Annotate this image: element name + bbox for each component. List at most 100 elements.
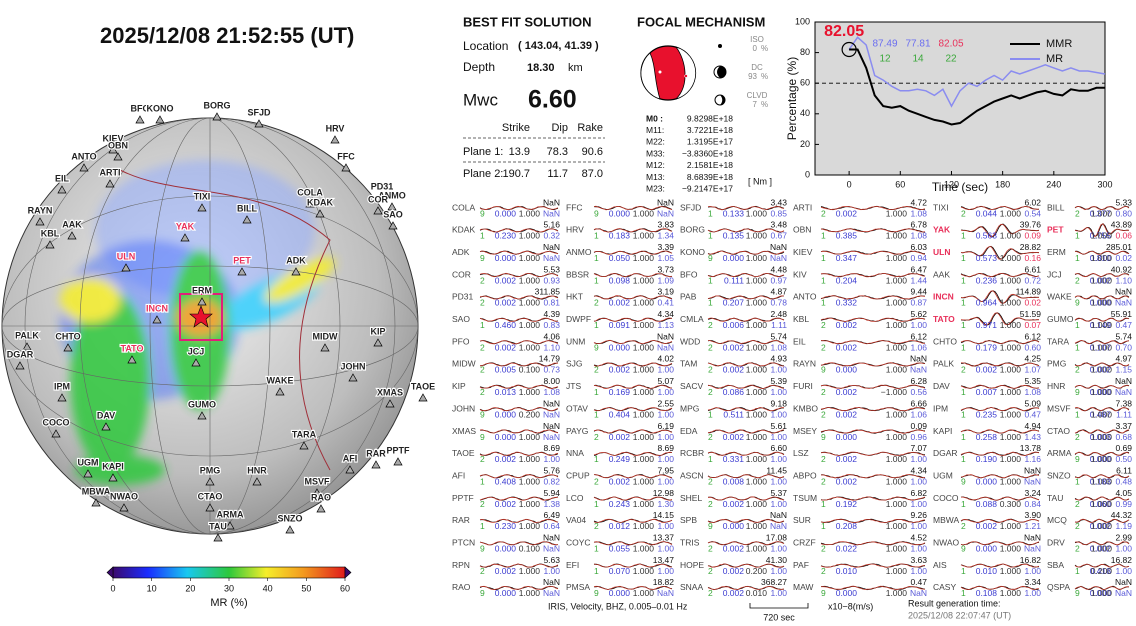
station-flag: 1	[961, 566, 966, 576]
station-marker	[330, 135, 340, 144]
station-vr: 0.000	[1090, 588, 1112, 598]
waveform	[820, 474, 926, 479]
station-name: DAV	[933, 381, 950, 391]
station-ratio: 0.60	[1024, 342, 1041, 352]
colorbar-ends	[106, 566, 352, 579]
station-amplitude: 9.44	[910, 287, 927, 297]
station-vr: 0.000	[1090, 454, 1112, 464]
event-time: 2025/12/08 21:52:55 (UT)	[100, 23, 354, 48]
station-label: TARA	[292, 429, 317, 439]
station-amplitude: 5.09	[1024, 398, 1041, 408]
waveform	[707, 518, 785, 523]
station-weight: 1.000	[633, 253, 655, 263]
waveform	[479, 451, 559, 457]
station-ratio: 1.44	[910, 275, 927, 285]
station-vr: 0.332	[836, 298, 858, 308]
waveform	[820, 563, 926, 568]
station-name: MSEY	[793, 426, 817, 436]
waveform	[820, 451, 926, 456]
station-name: SAO	[452, 314, 470, 324]
station-flag: 2	[1075, 432, 1080, 442]
station-weight: 1.000	[1000, 454, 1022, 464]
station-weight: 1.000	[886, 544, 908, 554]
station-vr: 0.249	[609, 454, 631, 464]
waveform	[960, 205, 1040, 211]
station-weight: 1.000	[746, 544, 768, 554]
station-label: ARTI	[100, 167, 121, 177]
station-vr: 0.002	[609, 365, 631, 375]
waveform	[593, 362, 673, 367]
station-weight: 1.000	[1000, 521, 1022, 531]
station-weight: 1.000	[519, 208, 541, 218]
station-label: TATO	[121, 343, 144, 353]
waveform	[593, 563, 672, 568]
station-label: MIDW	[313, 331, 338, 341]
waveform	[960, 541, 1040, 546]
station-vr: 0.006	[723, 320, 745, 330]
station-weight: 0.010	[746, 588, 768, 598]
station-weight: 1.000	[1000, 588, 1022, 598]
station-label: JCJ	[188, 346, 205, 356]
waveform	[707, 228, 785, 233]
station-ratio: 1.00	[657, 476, 674, 486]
plane-value: 13.9	[509, 146, 530, 158]
waveform	[593, 339, 673, 345]
station-weight: 1.000	[1000, 298, 1022, 308]
waveform	[707, 451, 785, 456]
station-flag: 9	[961, 544, 966, 554]
waveform	[479, 295, 559, 300]
waveform	[479, 541, 559, 546]
station-label: WAKE	[267, 375, 294, 385]
station-weight: 1.000	[1091, 253, 1113, 263]
moment-value: 9.8298E+18	[687, 113, 733, 123]
station-weight: 0.200	[746, 566, 768, 576]
station-name: SJG	[566, 359, 583, 369]
station-label: FFC	[337, 151, 355, 161]
station-flag: 9	[480, 432, 485, 442]
station-ratio: NaN	[543, 208, 560, 218]
station-label: KONO	[147, 103, 174, 113]
y-tick-label: 60	[800, 78, 810, 88]
station-vr: 0.377	[1090, 208, 1112, 218]
station-ratio: 0.87	[910, 298, 927, 308]
station-name: SNAA	[680, 582, 703, 592]
station-label: ULN	[117, 251, 136, 261]
station-ratio: 1.11	[771, 320, 787, 330]
station-flag: 1	[480, 231, 485, 241]
station-label: KIP	[370, 326, 385, 336]
station-marker	[371, 460, 381, 469]
station-name: INCN	[933, 292, 954, 302]
station-vr: 0.000	[609, 208, 631, 218]
station-ratio: 1.00	[1024, 566, 1041, 576]
station-weight: 1.000	[886, 432, 908, 442]
station-weight: 1.000	[519, 320, 541, 330]
station-amplitude: 2.55	[657, 398, 674, 408]
station-amplitude: 5.07	[657, 376, 674, 386]
waveform	[1074, 518, 1130, 524]
station-name: BORG	[680, 225, 705, 235]
station-flag: 9	[1075, 588, 1080, 598]
station-name: HRV	[566, 225, 584, 235]
station-name: EFI	[566, 560, 579, 570]
station-amplitude: 40.92	[1111, 264, 1133, 274]
station-label: EIL	[55, 173, 70, 183]
station-weight: 1.000	[1091, 342, 1113, 352]
station-vr: 0.135	[723, 231, 745, 241]
station-weight: 1.000	[1091, 454, 1113, 464]
waveform	[821, 496, 926, 501]
stat: 12	[879, 54, 891, 65]
station-vr: 0.002	[495, 275, 517, 285]
station-name: DGAR	[933, 448, 958, 458]
station-weight: 1.000	[746, 499, 768, 509]
station-flag: 2	[708, 387, 713, 397]
station-marker	[22, 342, 32, 351]
station-weight: 1.000	[1000, 275, 1022, 285]
station-vr: 0.183	[1090, 476, 1112, 486]
station-weight: 1.000	[1091, 588, 1113, 598]
station-ratio: 1.00	[770, 588, 787, 598]
station-vr: 0.002	[836, 342, 858, 352]
station-label: IPM	[54, 381, 70, 391]
station-flag: 9	[480, 208, 485, 218]
station-weight: 1.000	[1091, 298, 1113, 308]
station-weight: 1.000	[633, 454, 655, 464]
